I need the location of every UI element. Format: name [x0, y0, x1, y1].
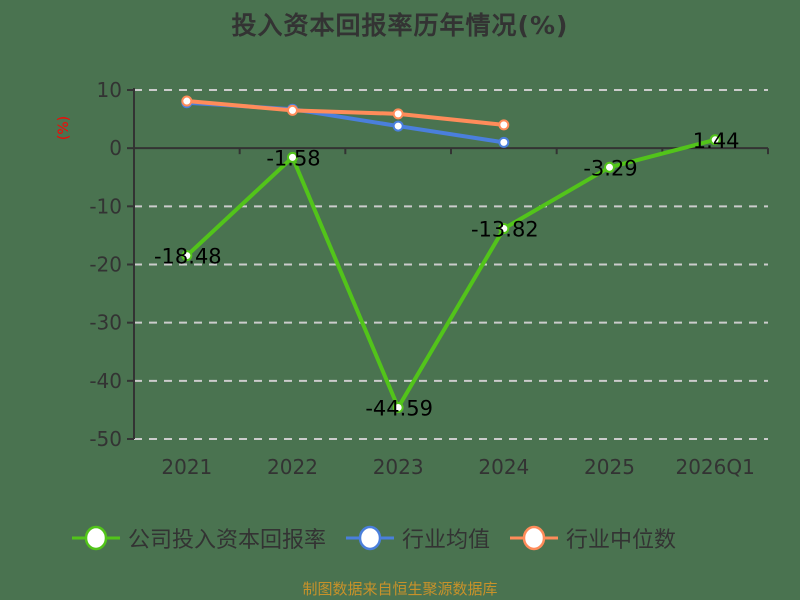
x-tick-label: 2025 [584, 455, 635, 479]
data-label: -1.58 [266, 146, 320, 170]
data-point[interactable] [498, 136, 510, 148]
data-source-note: 制图数据来自恒生聚源数据库 [302, 580, 498, 598]
data-point[interactable] [181, 95, 193, 107]
y-tick-label: -50 [89, 427, 122, 451]
y-tick-label: 0 [109, 136, 122, 160]
legend-item-industry-median[interactable]: 行业中位数 [508, 522, 676, 554]
gridlines [134, 89, 768, 440]
legend-marker-icon [510, 525, 559, 551]
y-tick-label: 10 [97, 78, 122, 102]
x-tick-label: 2021 [161, 455, 212, 479]
series-lines [181, 95, 721, 414]
data-point[interactable] [604, 161, 615, 173]
series-company [181, 134, 721, 414]
legend-label: 行业均值 [402, 528, 491, 553]
data-label: 1.44 [693, 129, 740, 153]
data-point[interactable] [709, 134, 721, 146]
y-axis-ticks: 10 0 -10 -20 -30 -40 -50 [89, 78, 134, 451]
x-tick-label: 2024 [478, 455, 529, 479]
data-point[interactable] [392, 402, 404, 414]
legend-marker-icon [346, 525, 395, 551]
x-tick-label: 2026Q1 [675, 455, 754, 479]
y-tick-label: -20 [89, 253, 122, 277]
x-axis-ticks: 2021 2022 2023 2024 2025 2026Q1 [133, 148, 769, 479]
y-tick-label: -30 [89, 311, 122, 335]
data-point[interactable] [392, 108, 404, 120]
data-point[interactable] [392, 120, 404, 132]
data-labels: -18.48 -1.58 -44.59 -13.82 -3.29 1.44 [154, 129, 740, 421]
y-axis-unit-label: (%) [56, 116, 72, 140]
legend-marker-icon [72, 525, 120, 551]
x-tick-label: 2022 [267, 455, 318, 479]
x-tick-label: 2023 [373, 455, 424, 479]
legend-label: 行业中位数 [566, 528, 677, 553]
data-point[interactable] [287, 104, 298, 116]
y-tick-label: -10 [89, 194, 122, 218]
legend-item-industry-avg[interactable]: 行业均值 [344, 522, 490, 554]
data-label: -44.59 [365, 397, 433, 421]
legend-item-company-roic[interactable]: 公司投入资本回报率 [70, 522, 326, 554]
legend-label: 公司投入资本回报率 [128, 528, 327, 553]
data-point[interactable] [181, 250, 193, 262]
series-industry-median [181, 95, 510, 131]
y-tick-label: -40 [89, 369, 122, 393]
data-point[interactable] [498, 223, 510, 235]
legend: 公司投入资本回报率 行业均值 行业中位数 [70, 520, 694, 556]
data-label: -3.29 [583, 156, 637, 180]
chart-title: 投入资本回报率历年情况(%) [231, 11, 569, 40]
data-label: -18.48 [154, 245, 222, 269]
data-label: -13.82 [471, 218, 539, 242]
data-point[interactable] [287, 151, 298, 163]
data-point[interactable] [498, 119, 510, 131]
